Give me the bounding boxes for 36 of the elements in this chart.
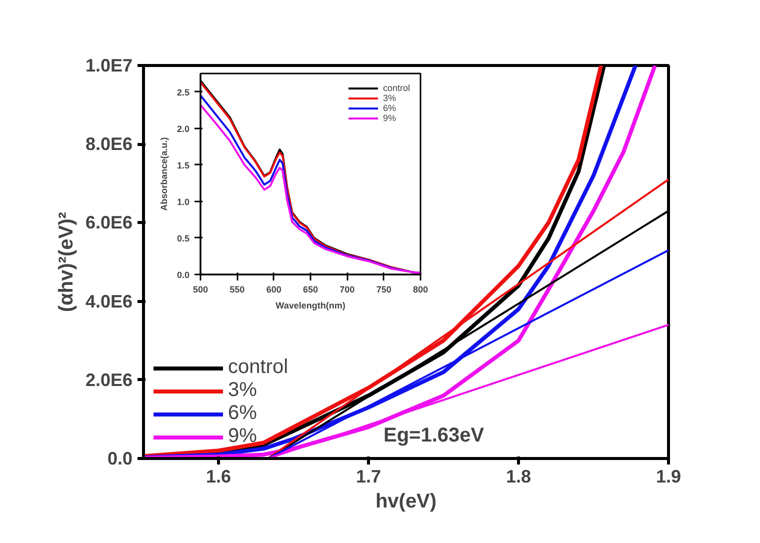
y-axis-title: (αhv)²(eV)² [55,212,78,312]
x-axis-title: Wavelength(nm) [276,300,346,310]
x-tick-label: 1.7 [356,466,382,486]
y-tick-label: 1.0E7 [85,56,133,76]
y-tick-label: 1.5 [176,160,190,170]
annotation: Eg=1.63eV [384,424,485,446]
legend-label: 3% [228,379,257,402]
x-tick-label: 650 [302,284,318,294]
x-tick-label: 700 [340,284,355,294]
legend-label: control [228,356,288,379]
y-tick-label: 2.5 [176,87,190,98]
legend-label: 3% [382,93,397,103]
y-tick-label: 1.0 [176,196,190,207]
x-axis-title: hv(eV) [375,490,437,512]
x-tick-label: 800 [412,284,428,294]
legend-label: 6% [228,402,257,425]
y-tick-label: 6.0E6 [85,212,133,233]
legend-label: 9% [228,425,257,448]
x-tick-label: 1.6 [206,466,232,486]
legend-label: control [382,83,410,93]
y-tick-label: 2.0E6 [85,370,133,390]
x-tick-label: 1.8 [506,466,532,486]
y-tick-label: 4.0E6 [85,291,133,312]
legend-label: 6% [382,103,397,113]
legend-label: 9% [382,113,397,123]
y-tick-label: 0.0 [176,270,190,280]
y-tick-label: 2.0 [176,124,190,134]
y-tick-label: 8.0E6 [85,134,133,154]
y-axis-title: Absorbance(a.u.) [158,137,169,211]
x-tick-label: 600 [266,284,282,294]
x-tick-label: 550 [230,284,245,294]
y-tick-label: 0.5 [176,233,190,244]
y-tick-label: 0.0 [107,448,133,468]
x-tick-label: 500 [192,284,208,294]
x-tick-label: 750 [376,284,392,294]
x-tick-label: 1.9 [656,466,682,486]
